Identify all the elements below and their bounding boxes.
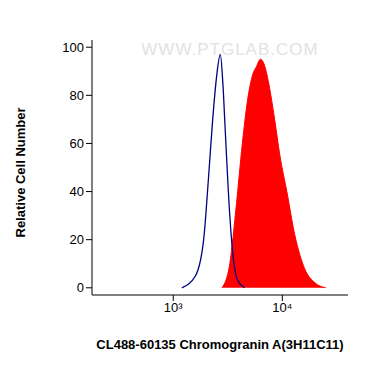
- svg-text:10³: 10³: [164, 300, 183, 315]
- svg-text:10⁴: 10⁴: [272, 300, 292, 315]
- svg-text:Relative Cell Number: Relative Cell Number: [13, 107, 28, 237]
- svg-text:80: 80: [70, 88, 84, 103]
- svg-text:40: 40: [70, 184, 84, 199]
- svg-text:100: 100: [62, 40, 84, 55]
- svg-text:20: 20: [70, 232, 84, 247]
- html-text:WWW.PTGLAB.COM: WWW.PTGLAB.COM: [141, 40, 319, 59]
- svg-text:CL488-60135 Chromogranin A(3H1: CL488-60135 Chromogranin A(3H11C11): [96, 337, 343, 352]
- svg-text:60: 60: [70, 136, 84, 151]
- svg-text:0: 0: [77, 280, 84, 295]
